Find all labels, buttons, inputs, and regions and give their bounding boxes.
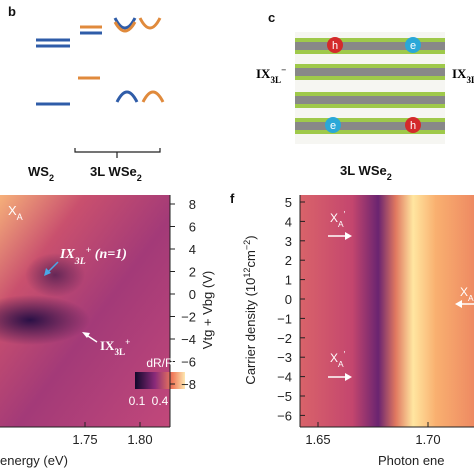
ion-label: IX3L+: [452, 65, 474, 85]
peak-label: XA: [8, 203, 24, 222]
text-part: 3L: [74, 256, 86, 267]
y-tick-label: −6: [181, 355, 196, 370]
text-part: X: [330, 211, 338, 225]
y-tick-label: −4: [181, 332, 196, 347]
panel-label: f: [230, 191, 235, 206]
text-part: X: [8, 203, 17, 218]
peak-label: XA: [460, 285, 474, 303]
y-tick-label: −5: [277, 389, 292, 404]
peak-label: XA′: [330, 209, 346, 229]
text-part: A: [338, 219, 344, 229]
text-part: IX: [256, 66, 271, 81]
crystal-structure: h e e h: [295, 32, 445, 144]
ion-label: IX3L+ (n=1): [59, 245, 127, 267]
heatmap-feature: [0, 295, 90, 345]
text-part: ′: [344, 349, 346, 359]
x-axis-label: Photon ene: [378, 453, 445, 468]
colorbar-title: dR/R: [146, 356, 174, 370]
panel-label: c: [268, 10, 275, 25]
text-part: X: [460, 285, 468, 299]
y-tick-label: −1: [277, 311, 292, 326]
svg-text:h: h: [410, 120, 416, 132]
y-tick-label: 2: [189, 265, 196, 280]
arrows: [44, 232, 474, 381]
y-tick-label: 1: [285, 273, 292, 288]
text-part: A: [468, 293, 474, 303]
text-part: ): [243, 235, 258, 239]
heatmap: [300, 195, 474, 427]
y-tick-label: 0: [285, 292, 292, 307]
band-diagram: [36, 17, 165, 158]
text-part: b: [8, 4, 16, 19]
y-tick-label: 0: [189, 287, 196, 302]
caption: 3L WSe2: [340, 163, 392, 182]
text-part: 3L WSe: [340, 163, 387, 178]
svg-text:h: h: [332, 40, 338, 52]
y-tick-label: −4: [277, 370, 292, 385]
y-tick-label: 4: [189, 242, 196, 257]
y-tick-label: 3: [285, 234, 292, 249]
y-axis-label: Vtg + Vbg (V): [200, 271, 215, 349]
text-part: +: [125, 337, 130, 347]
x-tick-label: 1.70: [415, 432, 440, 447]
x-tick-label: 1.80: [127, 432, 152, 447]
x-tick-label: 1.65: [305, 432, 330, 447]
colorbar-tick: 1.2: [175, 394, 192, 408]
colorbar: [135, 372, 185, 389]
y-tick-label: −2: [277, 331, 292, 346]
text-part: WS: [28, 164, 49, 179]
material-label: 3L WSe2: [90, 164, 142, 183]
text-part: A: [17, 212, 24, 222]
text-part: −2: [242, 240, 252, 250]
text-part: (n=1): [91, 247, 127, 262]
text-part: IX: [59, 247, 75, 262]
text-part: +: [86, 245, 92, 256]
colorbar-tick: 0.4: [152, 394, 169, 408]
y-tick-label: 6: [189, 220, 196, 235]
y-axis-label: Carrier density (1012cm−2): [242, 235, 258, 384]
text-part: c: [268, 10, 275, 25]
text-part: cm: [243, 250, 258, 267]
text-part: 3L WSe: [90, 164, 137, 179]
text-part: −: [281, 65, 286, 75]
y-tick-label: 2: [285, 253, 292, 268]
heatmap-feature: [25, 253, 85, 297]
text-part: IX: [100, 338, 115, 353]
text-part: f: [230, 191, 235, 206]
svg-text:e: e: [330, 120, 336, 132]
x-tick-label: 1.75: [72, 432, 97, 447]
y-tick-label: 8: [189, 197, 196, 212]
text-part: A: [338, 359, 344, 369]
panel-label: b: [8, 4, 16, 19]
text-part: X: [330, 351, 338, 365]
x-axis-label: energy (eV): [0, 453, 68, 468]
text-part: Carrier density (10: [243, 278, 258, 385]
y-tick-label: −3: [277, 350, 292, 365]
text-part: 2: [387, 172, 392, 182]
y-tick-label: 4: [285, 214, 292, 229]
text-part: 2: [49, 173, 54, 183]
svg-text:e: e: [410, 40, 416, 52]
y-tick-label: −6: [277, 408, 292, 423]
colorbar-tick: 0.1: [129, 394, 146, 408]
text-part: 3L: [114, 347, 125, 357]
ion-label: IX3L−: [256, 65, 286, 85]
text-part: IX: [452, 66, 467, 81]
material-label: WS2: [28, 164, 54, 183]
y-tick-label: −8: [181, 377, 196, 392]
text-part: 3L: [466, 75, 474, 85]
text-part: 12: [242, 268, 252, 278]
text-part: 2: [137, 173, 142, 183]
peak-label: XA′: [330, 349, 346, 369]
y-tick-label: 5: [285, 195, 292, 210]
ion-label: IX3L+: [100, 337, 130, 357]
y-tick-label: −2: [181, 310, 196, 325]
text-part: ′: [344, 209, 346, 219]
text-part: 3L: [270, 75, 281, 85]
